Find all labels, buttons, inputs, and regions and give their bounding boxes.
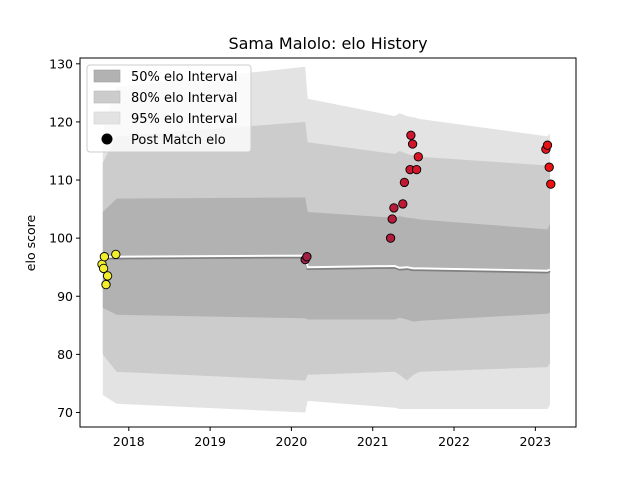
plot-frame xyxy=(79,57,577,428)
post-match-point xyxy=(542,140,553,150)
y-tick-label: 80 xyxy=(57,347,73,362)
y-tick-label: 90 xyxy=(57,289,73,304)
y-tick-label: 120 xyxy=(49,114,73,129)
post-match-point xyxy=(407,139,418,149)
mean-line-shadow xyxy=(102,255,551,274)
post-match-point xyxy=(546,179,556,189)
x-tick-label: 2022 xyxy=(438,434,470,449)
post-match-point xyxy=(98,263,109,274)
post-match-point xyxy=(387,214,397,224)
post-match-point xyxy=(302,252,312,262)
legend-frame xyxy=(86,64,252,153)
band-50 xyxy=(102,197,551,322)
y-tick-label: 100 xyxy=(49,231,73,246)
x-tick-label: 2021 xyxy=(357,434,389,449)
legend-label-95: 95% elo Interval xyxy=(131,112,238,127)
post-match-point xyxy=(101,279,111,290)
mean-line xyxy=(102,254,551,272)
y-tick-label: 130 xyxy=(49,56,73,71)
y-tick-label: 70 xyxy=(57,405,73,420)
post-match-points xyxy=(97,130,556,290)
legend-swatch-95 xyxy=(93,111,121,125)
y-axis-label: elo score xyxy=(23,215,38,272)
post-match-point xyxy=(413,152,423,162)
legend: 50% elo Interval 80% elo Interval 95% el… xyxy=(86,64,252,153)
post-match-point xyxy=(102,271,113,281)
y-tick-label: 110 xyxy=(49,173,73,188)
legend-marker-post-match xyxy=(101,133,113,145)
chart-title: Sama Malolo: elo History xyxy=(228,34,427,53)
post-match-point xyxy=(411,164,422,175)
post-match-point xyxy=(399,177,410,188)
x-tick-label: 2020 xyxy=(276,434,308,449)
x-tick-label: 2018 xyxy=(113,434,145,449)
legend-swatch-80 xyxy=(93,90,121,104)
post-match-point xyxy=(406,130,416,140)
post-match-point xyxy=(398,199,408,209)
x-tick-label: 2019 xyxy=(194,434,226,449)
mean-elo-line xyxy=(102,254,551,274)
legend-label-post-match: Post Match elo xyxy=(131,133,226,148)
legend-label-80: 80% elo Interval xyxy=(131,91,238,106)
post-match-point xyxy=(99,252,110,262)
legend-label-50: 50% elo Interval xyxy=(131,70,238,85)
legend-swatch-50 xyxy=(93,69,121,83)
post-match-point xyxy=(389,203,399,213)
post-match-point xyxy=(111,249,121,260)
post-match-point xyxy=(544,162,554,172)
x-tick-label: 2023 xyxy=(519,434,551,449)
post-match-point xyxy=(385,233,396,243)
plot-area xyxy=(79,57,577,428)
x-axis: 2018 2019 2020 2021 2022 2023 xyxy=(113,427,551,449)
interval-bands xyxy=(102,66,551,413)
y-axis: 70 80 90 100 110 120 130 xyxy=(49,56,80,420)
